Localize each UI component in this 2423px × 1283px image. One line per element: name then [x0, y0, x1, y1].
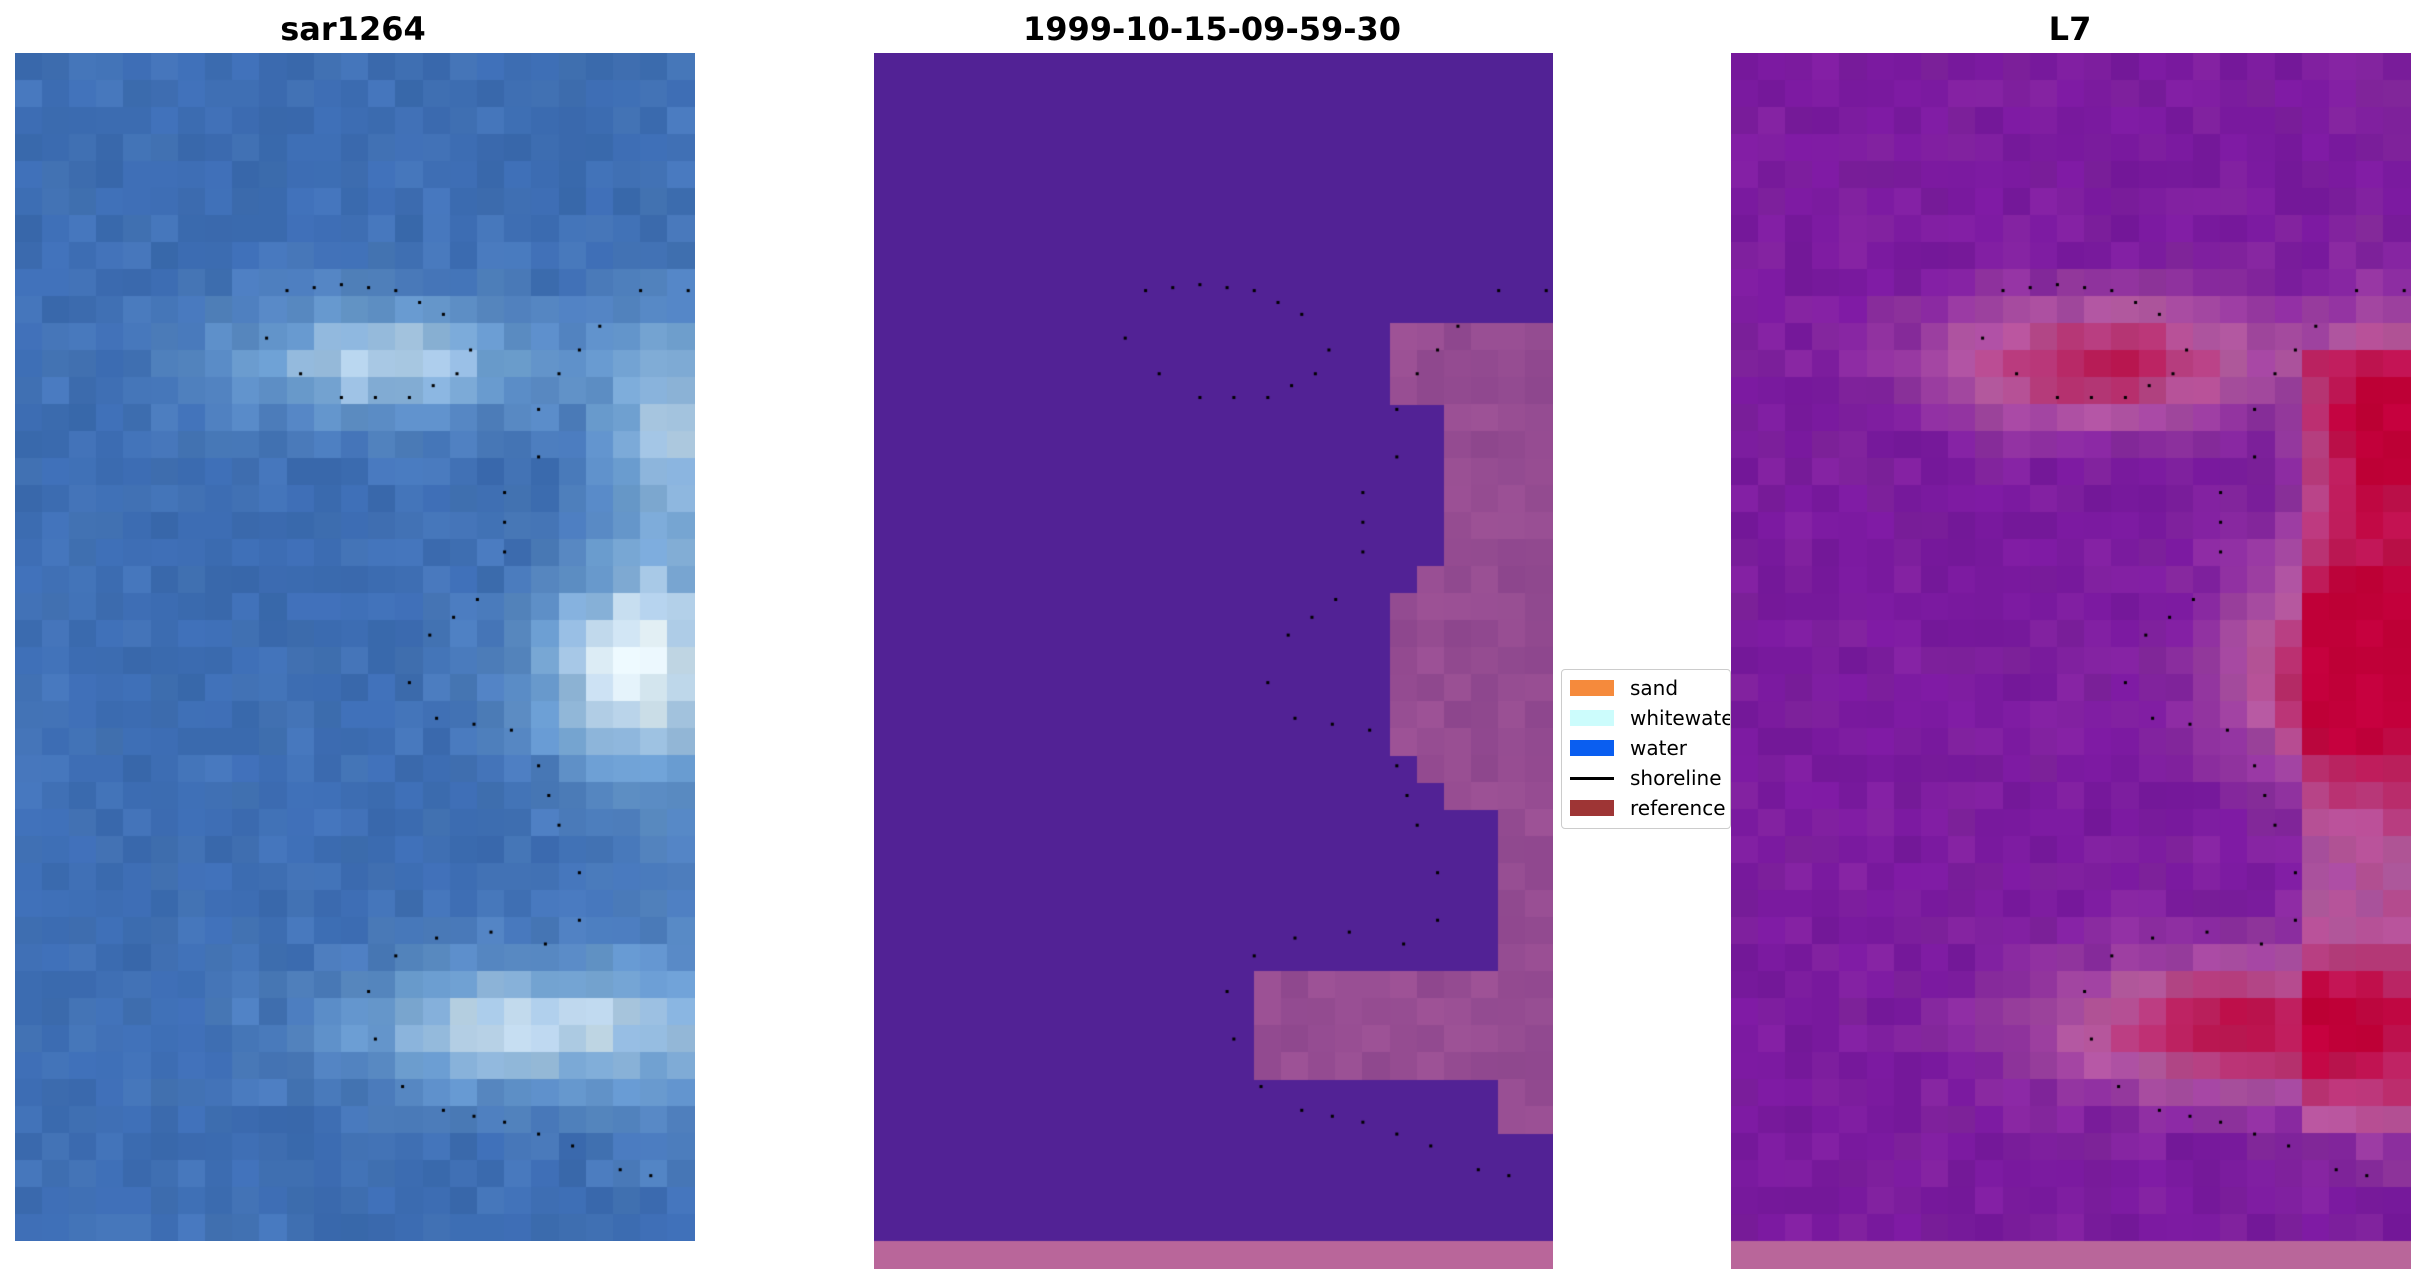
- legend-entry-reference: reference: [1570, 796, 1726, 820]
- index-image: [1731, 53, 2411, 1269]
- classified-image-panel: [874, 53, 1553, 1269]
- index-image-panel: [1731, 53, 2411, 1269]
- legend-label-sand: sand: [1630, 676, 1679, 700]
- panel-title-date: 1999-10-15-09-59-30: [1022, 10, 1402, 48]
- legend-swatch-whitewater: [1570, 710, 1614, 726]
- legend-swatch-sand: [1570, 680, 1614, 696]
- legend-label-shoreline: shoreline: [1630, 766, 1722, 790]
- legend-label-whitewater: whitewater: [1630, 706, 1731, 730]
- legend: sand whitewater water shoreline referenc…: [1561, 669, 1731, 829]
- legend-entry-sand: sand: [1570, 676, 1678, 700]
- rgb-image-panel: [15, 53, 695, 1241]
- classified-image: [874, 53, 1553, 1269]
- panel-title-sar1264: sar1264: [280, 10, 426, 48]
- legend-label-reference: reference: [1630, 796, 1726, 820]
- rgb-image: [15, 53, 695, 1241]
- legend-swatch-reference: [1570, 800, 1614, 816]
- legend-entry-water: water: [1570, 736, 1687, 760]
- panel-title-l7: L7: [2048, 10, 2092, 48]
- legend-swatch-water: [1570, 740, 1614, 756]
- legend-entry-shoreline: shoreline: [1570, 766, 1722, 790]
- legend-label-water: water: [1630, 736, 1687, 760]
- legend-entry-whitewater: whitewater: [1570, 706, 1731, 730]
- legend-line-shoreline: [1570, 776, 1614, 780]
